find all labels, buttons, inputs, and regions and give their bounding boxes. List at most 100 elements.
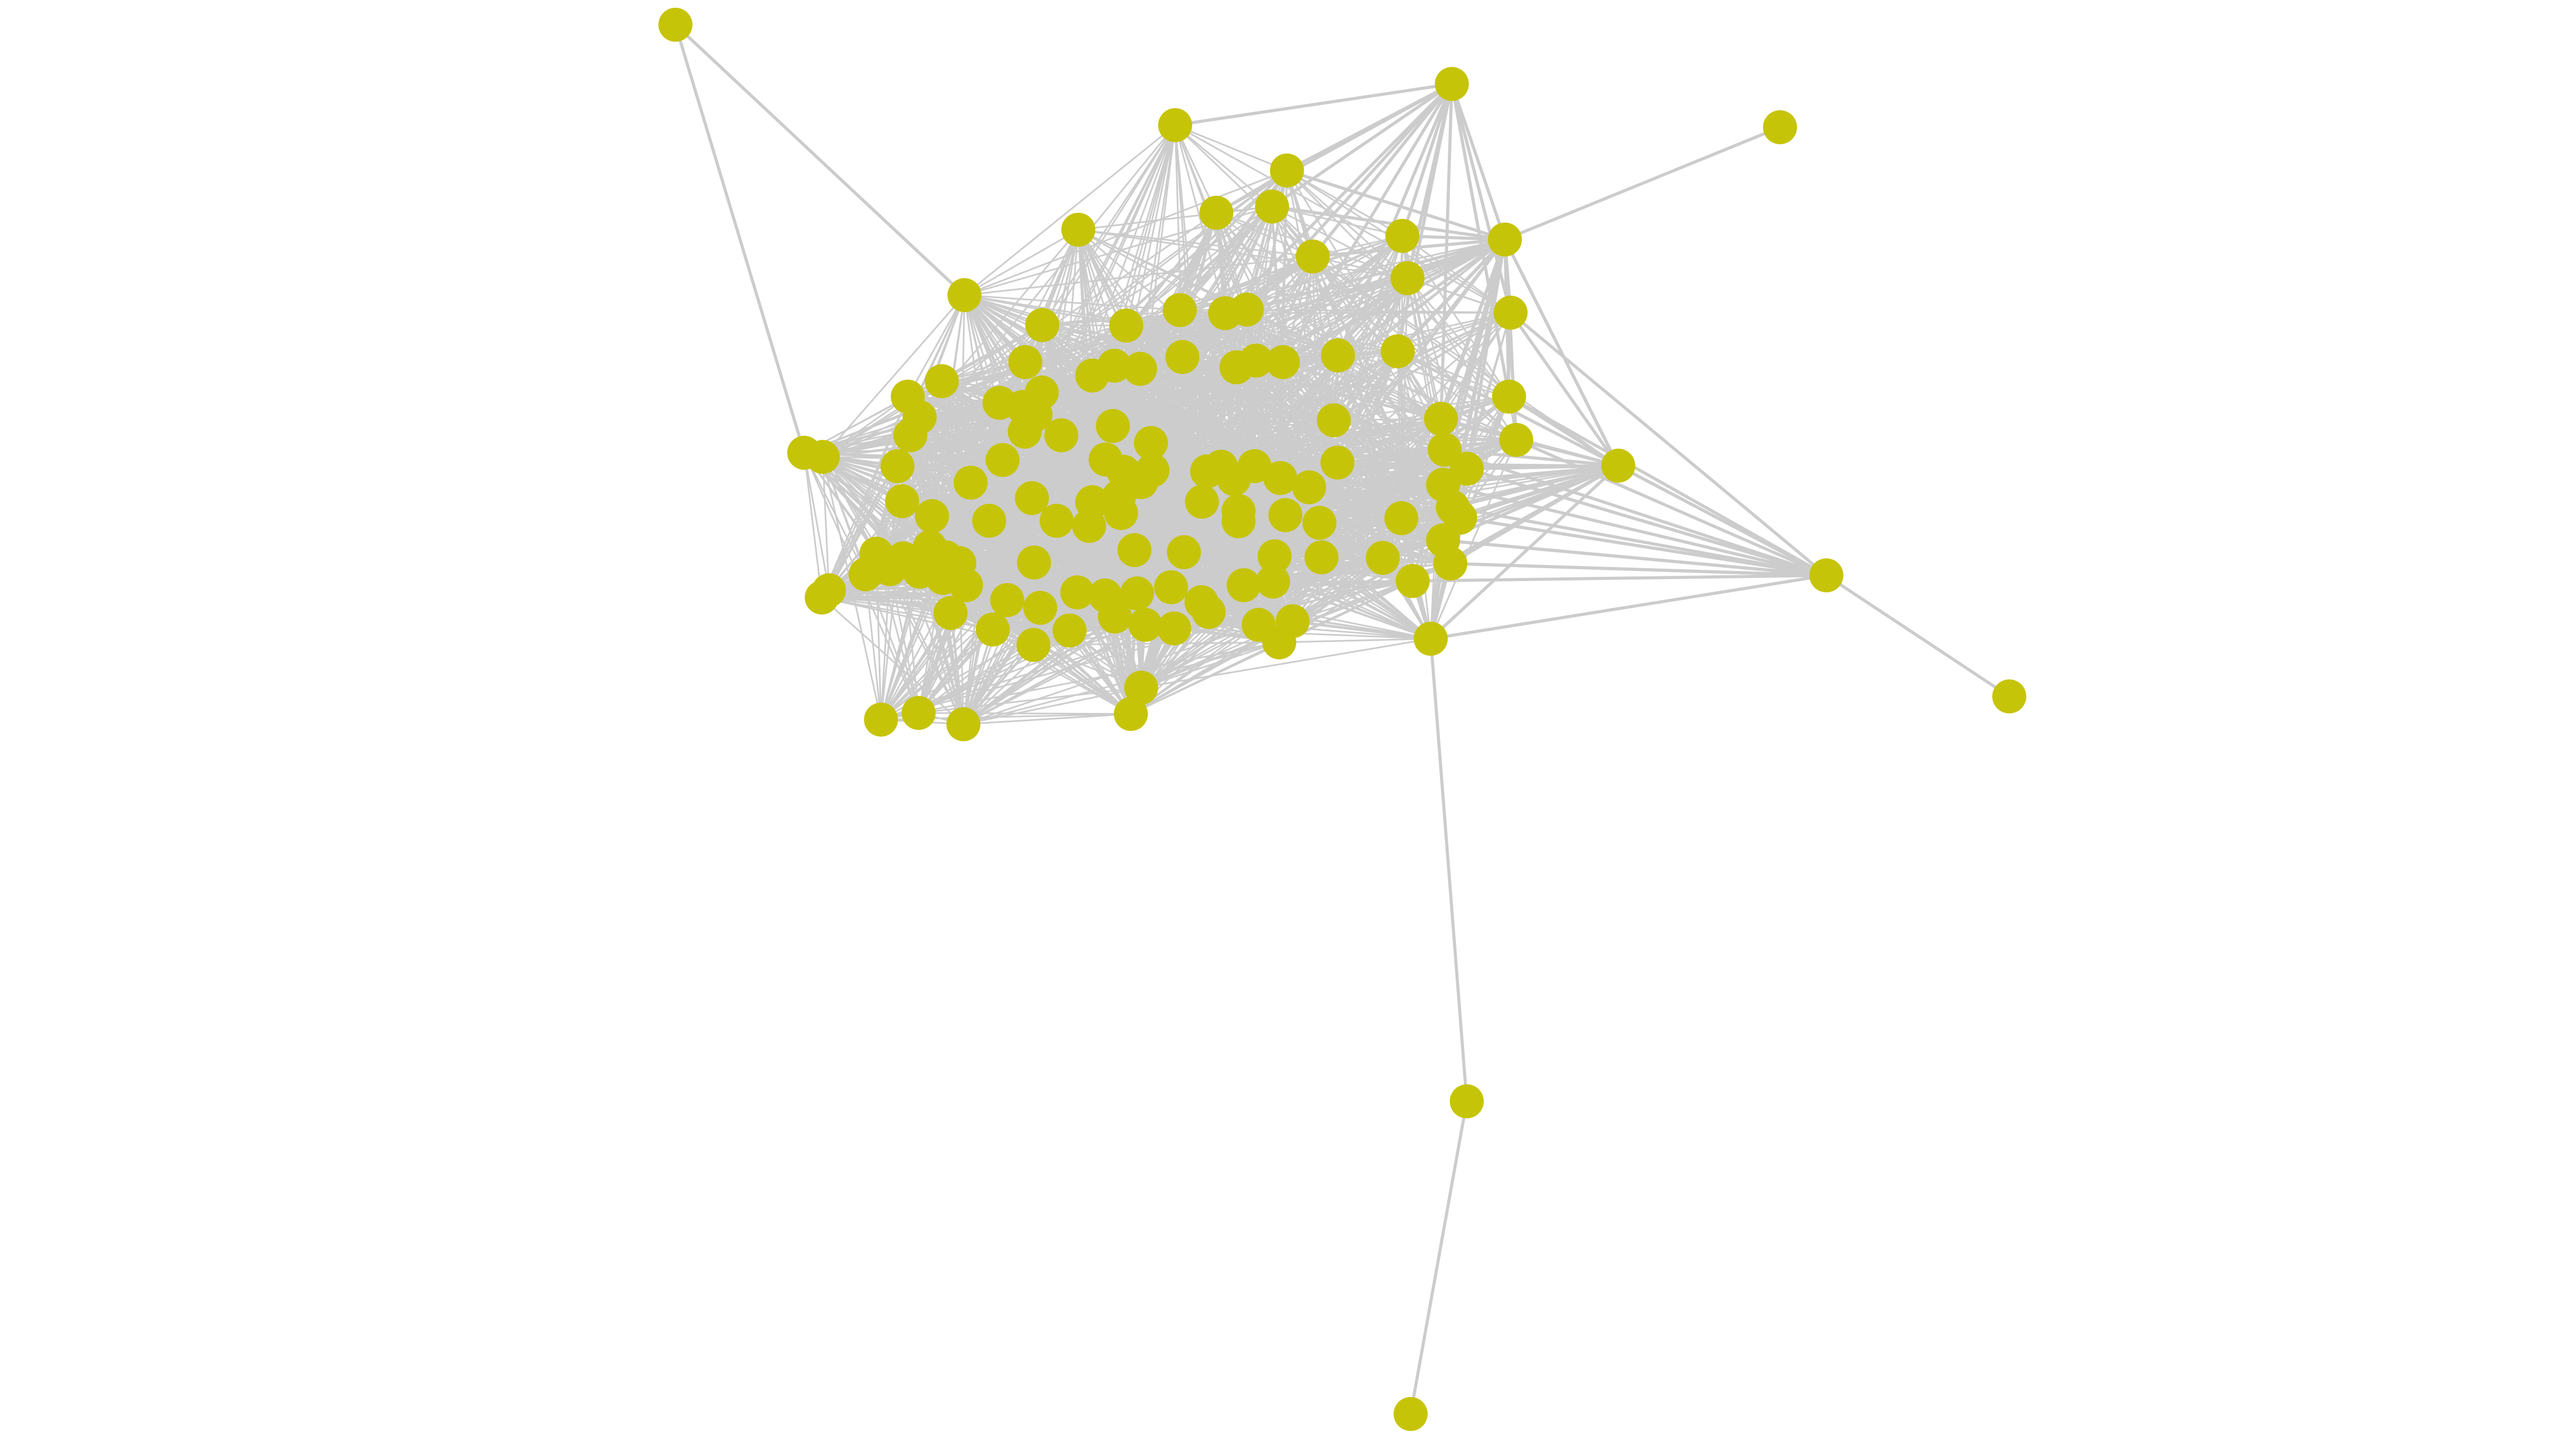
graph-node[interactable] [1433,547,1467,581]
graph-node[interactable] [1317,403,1351,437]
graph-node[interactable] [1157,611,1191,645]
graph-node[interactable] [1158,108,1192,142]
graph-node[interactable] [954,466,988,500]
graph-node[interactable] [1025,308,1059,342]
graph-node[interactable] [1075,359,1109,393]
graph-node[interactable] [1123,352,1157,386]
graph-node[interactable] [880,449,914,483]
graph-node[interactable] [1492,380,1526,414]
graph-node[interactable] [1296,240,1330,274]
graph-node[interactable] [1292,470,1326,504]
graph-node[interactable] [1096,409,1130,443]
graph-node[interactable] [1255,190,1289,224]
graph-node[interactable] [1321,338,1355,372]
graph-node[interactable] [1061,213,1095,247]
graph-node[interactable] [915,499,949,533]
graph-node[interactable] [929,540,963,574]
graph-node[interactable] [1015,481,1049,515]
graph-node[interactable] [806,440,840,474]
graph-node[interactable] [1053,613,1087,647]
graph-node[interactable] [1040,504,1074,538]
graph-node[interactable] [1304,540,1338,574]
graph-node[interactable] [1428,433,1462,467]
graph-node[interactable] [947,278,981,312]
graph-node[interactable] [1167,535,1201,569]
graph-node[interactable] [1809,558,1843,592]
graph-node[interactable] [1128,608,1162,642]
graph-node[interactable] [1394,1397,1428,1431]
graph-edge [880,612,952,720]
graph-node[interactable] [1992,679,2026,713]
graph-node[interactable] [1016,628,1050,662]
graph-node[interactable] [1136,453,1170,487]
graph-node[interactable] [658,8,692,42]
graph-node[interactable] [1320,446,1354,480]
graph-node[interactable] [972,504,1006,538]
graph-node[interactable] [1017,545,1051,579]
graph-node[interactable] [1450,1084,1484,1118]
graph-node[interactable] [1230,293,1264,327]
graph-node[interactable] [1256,565,1290,599]
graph-node[interactable] [1154,570,1188,604]
graph-node[interactable] [946,707,980,741]
graph-node[interactable] [1023,591,1057,625]
graph-node[interactable] [1185,485,1219,519]
graph-node[interactable] [1239,344,1273,378]
graph-node[interactable] [1044,418,1078,452]
graph-node[interactable] [1008,345,1042,379]
graph-node[interactable] [1258,539,1292,573]
graph-node[interactable] [1124,671,1158,705]
graph-node[interactable] [1488,223,1522,257]
graph-node[interactable] [1270,154,1304,187]
graph-node[interactable] [1763,110,1797,144]
graph-node[interactable] [1266,345,1300,379]
graph-node[interactable] [990,583,1024,617]
graph-node[interactable] [1134,426,1168,460]
graph-node[interactable] [1104,496,1138,530]
graph-node[interactable] [934,596,968,630]
graph-node[interactable] [1601,449,1635,483]
graph-node[interactable] [1499,423,1533,457]
graph-node[interactable] [1117,533,1151,567]
graph-node[interactable] [1192,595,1226,629]
graph-node[interactable] [885,484,919,518]
graph-node[interactable] [873,552,907,586]
graph-node[interactable] [1396,564,1430,598]
graph-node[interactable] [925,364,959,398]
graph-node[interactable] [1385,219,1419,253]
graph-node[interactable] [1109,309,1143,343]
graph-node[interactable] [1414,622,1448,656]
graph-node[interactable] [893,418,927,452]
graph-node[interactable] [1019,398,1053,432]
graph-node[interactable] [812,573,846,607]
graph-node[interactable] [1424,402,1458,436]
graph-node[interactable] [1222,504,1256,538]
graph-node[interactable] [1190,454,1224,488]
graph-node[interactable] [1435,67,1469,101]
graph-node[interactable] [902,696,936,730]
graph-edge [964,294,1180,311]
graph-node[interactable] [1494,296,1528,330]
graph-node[interactable] [986,443,1020,477]
graph-node[interactable] [1163,293,1197,327]
graph-node[interactable] [1072,509,1106,543]
graph-node[interactable] [1263,461,1297,495]
graph-node[interactable] [1165,340,1199,374]
graph-node[interactable] [1302,506,1336,540]
graph-node[interactable] [976,612,1010,646]
graph-node[interactable] [1238,449,1272,483]
graph-node[interactable] [1227,568,1261,602]
graph-node[interactable] [1268,498,1302,532]
graph-node[interactable] [1381,334,1415,368]
graph-node[interactable] [1391,261,1425,295]
graph-node[interactable] [1384,501,1418,535]
graph-node[interactable] [1262,625,1296,659]
graph-node[interactable] [1199,196,1233,230]
graph-node[interactable] [1098,600,1132,634]
graph-node[interactable] [949,568,983,602]
graph-node[interactable] [1120,576,1154,610]
graph-node[interactable] [1366,541,1400,575]
graph-node[interactable] [1114,697,1148,731]
graph-node[interactable] [864,703,898,737]
graph-node[interactable] [1060,575,1094,609]
